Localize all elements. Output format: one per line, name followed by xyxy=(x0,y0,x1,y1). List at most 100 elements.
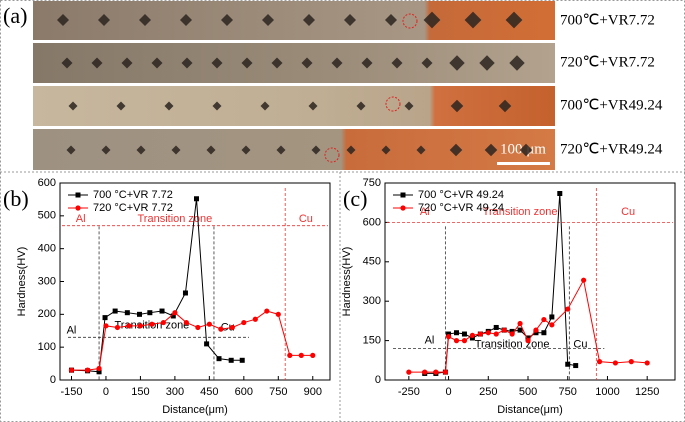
indent xyxy=(331,57,343,69)
marker xyxy=(533,330,539,336)
annotation: Al xyxy=(76,213,86,225)
y-tick-label: 0 xyxy=(50,374,56,386)
marker xyxy=(469,335,475,341)
marker xyxy=(549,314,555,320)
indent xyxy=(308,101,318,111)
indent xyxy=(68,101,78,111)
x-tick-label: 1250 xyxy=(635,386,659,398)
marker xyxy=(453,338,460,344)
marker xyxy=(160,319,167,326)
annotation: Transition zone xyxy=(137,213,212,225)
panel-label: (c) xyxy=(343,186,367,211)
highlight-circle xyxy=(324,147,340,163)
marker xyxy=(287,352,293,358)
marker xyxy=(112,308,118,314)
indent xyxy=(346,145,356,155)
marker xyxy=(469,332,475,338)
indent xyxy=(164,101,174,111)
marker xyxy=(477,331,483,337)
indent xyxy=(116,101,126,111)
indent xyxy=(121,57,133,69)
indent xyxy=(479,55,495,71)
y-axis-label: Hardness(HV) xyxy=(341,247,353,317)
marker xyxy=(509,328,515,334)
row-label: 700℃+VR7.72 xyxy=(560,12,655,28)
marker xyxy=(517,320,523,327)
annotation: Al xyxy=(420,206,430,218)
marker xyxy=(126,323,132,329)
marker xyxy=(557,191,563,197)
indent xyxy=(98,14,110,26)
annotation: Al xyxy=(67,325,77,337)
x-tick-label: 250 xyxy=(479,386,497,398)
marker xyxy=(182,290,188,296)
legend-label: 700 °C+VR 7.72 xyxy=(93,189,173,201)
marker xyxy=(493,324,499,330)
indent xyxy=(241,57,253,69)
x-axis-label: Distance(μm) xyxy=(162,404,228,416)
indent xyxy=(136,145,146,155)
indent xyxy=(484,143,498,157)
legend-marker xyxy=(400,205,406,211)
annotation: Al xyxy=(425,335,435,347)
marker xyxy=(541,330,547,336)
highlight-circle xyxy=(385,96,401,112)
indent xyxy=(139,14,151,26)
y-tick-label: 150 xyxy=(363,335,381,347)
indent xyxy=(464,11,482,29)
scale-bar xyxy=(497,162,550,165)
series-line xyxy=(71,310,313,371)
marker xyxy=(195,324,201,331)
y-tick-label: 600 xyxy=(363,216,381,228)
legend-marker xyxy=(75,192,81,198)
marker xyxy=(517,327,523,333)
marker xyxy=(493,331,499,337)
indent xyxy=(260,101,270,111)
marker xyxy=(445,334,452,340)
marker xyxy=(216,356,222,362)
panel-label: (a) xyxy=(3,3,27,28)
indent xyxy=(505,11,523,29)
indent xyxy=(301,57,313,69)
micrograph: 100 μm xyxy=(33,1,555,170)
indent xyxy=(519,143,533,157)
indent xyxy=(181,57,193,69)
indent xyxy=(66,145,76,155)
x-tick-label: -250 xyxy=(398,386,420,398)
indent xyxy=(91,57,103,69)
marker xyxy=(573,363,579,369)
indent xyxy=(101,145,111,155)
indent xyxy=(498,99,512,113)
marker xyxy=(454,330,460,336)
marker xyxy=(509,331,515,337)
row-label: 720℃+VR49.24 xyxy=(560,141,663,157)
marker xyxy=(446,331,452,337)
indent xyxy=(449,55,465,71)
y-tick-label: 300 xyxy=(363,295,381,307)
legend-label: 720 °C+VR 7.72 xyxy=(93,202,173,214)
panel-label: (b) xyxy=(3,186,29,211)
highlight-circle xyxy=(402,13,418,29)
indent xyxy=(241,145,251,155)
y-tick-label: 600 xyxy=(38,177,56,189)
y-tick-label: 500 xyxy=(38,210,56,222)
plot-frame xyxy=(384,182,676,381)
indent xyxy=(450,99,464,113)
indent xyxy=(416,145,426,155)
marker xyxy=(298,352,304,358)
series-line xyxy=(71,198,243,373)
marker xyxy=(252,316,258,322)
legend-label: 700 °C+VR 49.24 xyxy=(418,189,504,201)
indent xyxy=(421,57,433,69)
y-axis-label: Hardness(HV) xyxy=(16,247,28,317)
marker xyxy=(433,369,439,375)
marker xyxy=(114,324,121,331)
marker xyxy=(193,196,199,202)
marker xyxy=(147,310,153,316)
indent xyxy=(449,143,463,157)
marker xyxy=(124,310,130,316)
marker xyxy=(565,361,571,367)
marker xyxy=(406,369,412,375)
indent xyxy=(391,57,403,69)
indent xyxy=(262,14,274,26)
